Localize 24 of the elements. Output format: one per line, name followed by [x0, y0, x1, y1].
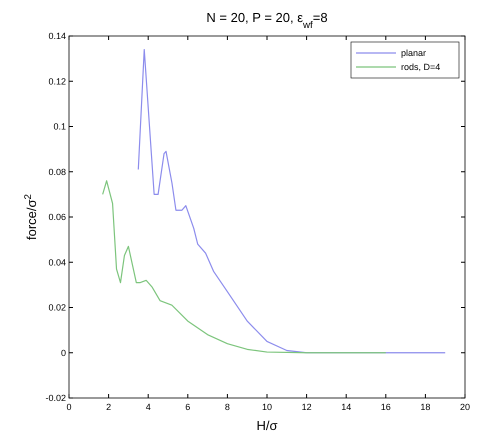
y-tick-label: -0.02 [45, 393, 66, 403]
x-tick-label: 6 [185, 402, 190, 412]
y-tick-label: 0.12 [48, 76, 66, 86]
x-tick-label: 16 [380, 402, 391, 412]
x-axis-title: H/σ [256, 418, 278, 433]
legend-label: rods, D=4 [401, 62, 440, 72]
legend-label: planar [401, 48, 426, 58]
x-tick-label: 18 [420, 402, 430, 412]
x-tick-label: 8 [224, 402, 230, 412]
y-tick-label: 0.08 [48, 166, 66, 177]
y-tick-label: 0.02 [48, 302, 66, 312]
x-tick-label: 12 [302, 402, 312, 412]
y-tick-label: 0.14 [48, 31, 66, 41]
chart-title: N = 20, P = 20, ε$_{wf}$=8 [206, 10, 328, 30]
x-tick-label: 20 [460, 402, 470, 412]
y-tick-label: 0.06 [48, 212, 66, 222]
x-tick-label: 4 [146, 402, 151, 412]
x-tick-label: 2 [106, 402, 112, 412]
y-tick-label: 0.04 [48, 257, 66, 268]
line-series [102, 180, 386, 354]
x-tick-label: 10 [262, 402, 272, 412]
y-tick-label: 0.1 [53, 122, 66, 132]
y-tick-label: 0 [60, 348, 66, 358]
x-tick-label: 14 [341, 402, 352, 412]
